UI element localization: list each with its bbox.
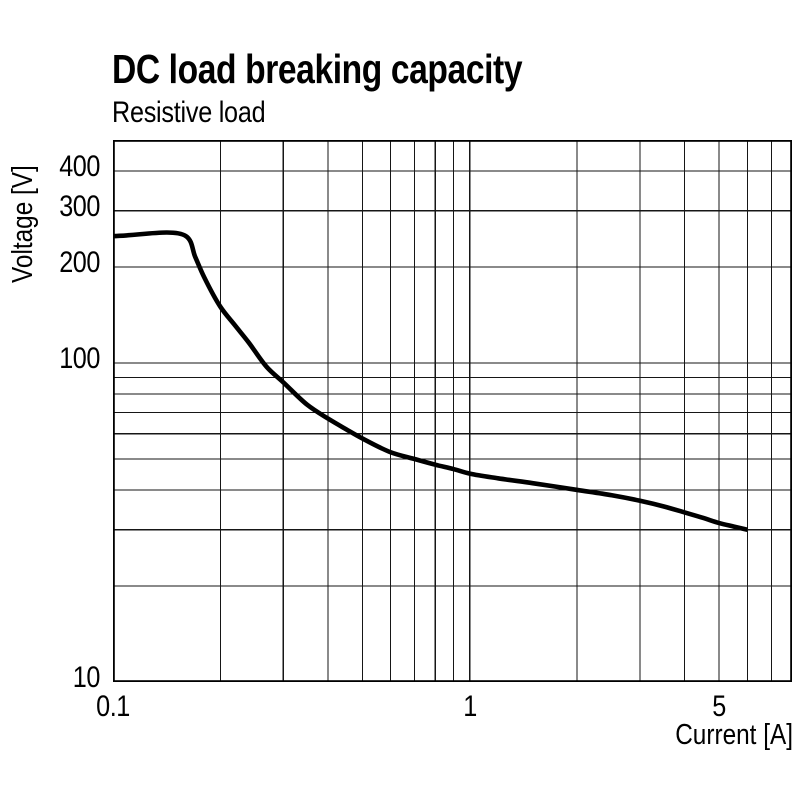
chart-subtitle: Resistive load [112, 96, 266, 129]
y-tick-label-100: 100 [59, 341, 100, 375]
x-tick-label-1: 1 [462, 690, 477, 723]
y-tick-label-400: 400 [59, 149, 100, 183]
plot-border [112, 139, 793, 683]
page-title: DC load breaking capacity [112, 46, 523, 92]
data-curve [112, 230, 748, 533]
y-tick-label-300: 300 [59, 189, 100, 223]
chart-canvas [112, 139, 793, 683]
x-tick-label-0.1: 0.1 [96, 690, 130, 723]
y-tick-label-10: 10 [72, 661, 101, 694]
y-tick-label-200: 200 [59, 245, 100, 279]
x-tick-label-5: 5 [712, 690, 726, 723]
plot-area [112, 139, 793, 683]
x-axis-label: Current [A] [675, 719, 793, 751]
